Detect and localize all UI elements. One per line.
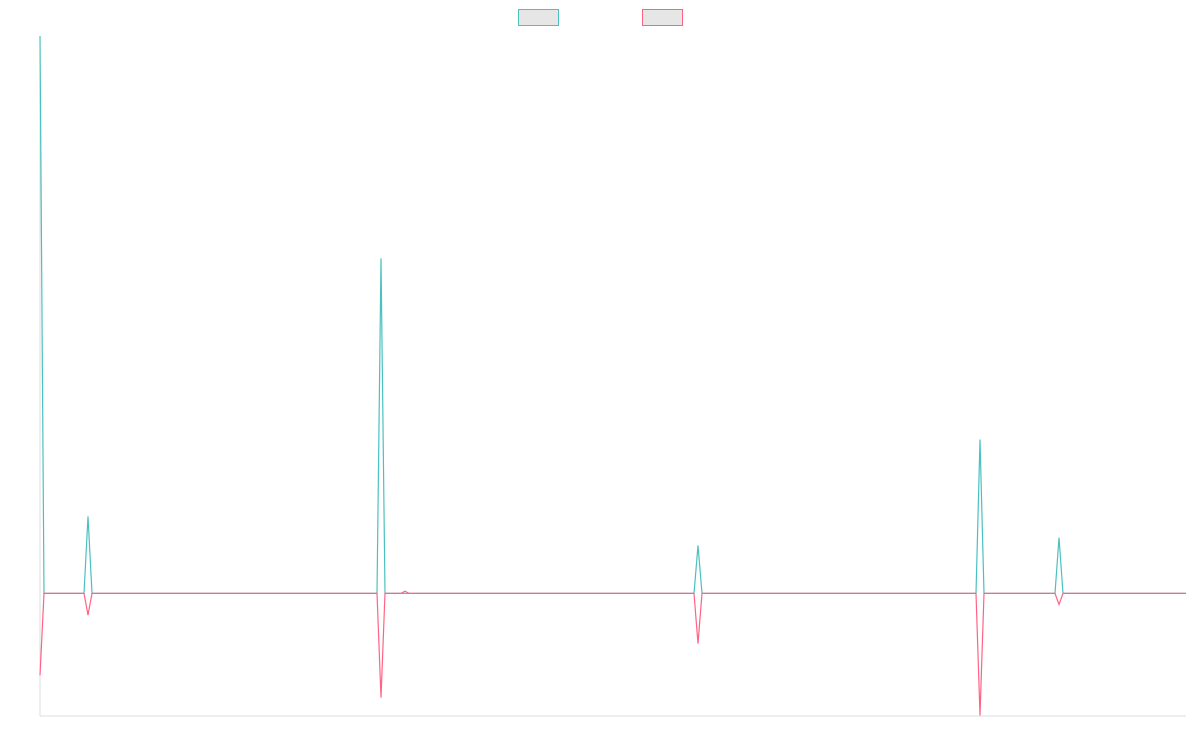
series-line [39, 35, 1186, 594]
legend-swatch [518, 9, 559, 26]
legend-swatch [642, 9, 683, 26]
series-line [39, 590, 1186, 716]
